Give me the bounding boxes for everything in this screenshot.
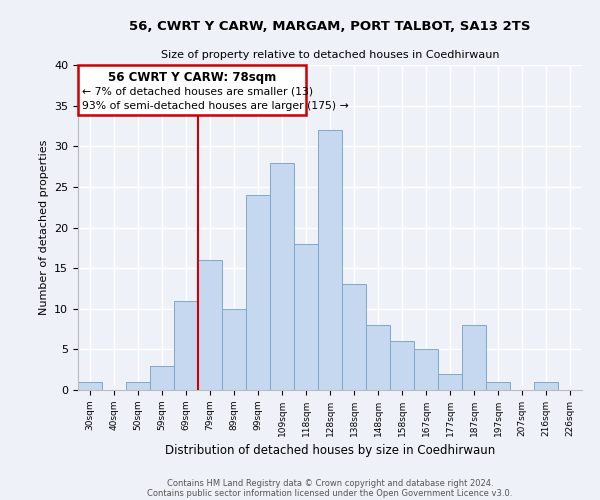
Bar (366, 325, 390, 390)
Bar (438, 374, 462, 390)
Bar (534, 382, 558, 390)
Bar (270, 162, 294, 390)
Text: 56 CWRT Y CARW: 78sqm: 56 CWRT Y CARW: 78sqm (108, 72, 276, 85)
Bar (294, 244, 318, 390)
Y-axis label: Number of detached properties: Number of detached properties (38, 140, 49, 315)
Bar (414, 350, 438, 390)
Bar (198, 260, 222, 390)
Text: Size of property relative to detached houses in Coedhirwaun: Size of property relative to detached ho… (161, 50, 499, 60)
Bar (462, 325, 486, 390)
Text: 56, CWRT Y CARW, MARGAM, PORT TALBOT, SA13 2TS: 56, CWRT Y CARW, MARGAM, PORT TALBOT, SA… (129, 20, 531, 33)
Text: Contains HM Land Registry data © Crown copyright and database right 2024.: Contains HM Land Registry data © Crown c… (167, 478, 493, 488)
Text: ← 7% of detached houses are smaller (13): ← 7% of detached houses are smaller (13) (82, 86, 313, 96)
Text: 93% of semi-detached houses are larger (175) →: 93% of semi-detached houses are larger (… (82, 101, 349, 111)
FancyBboxPatch shape (78, 65, 306, 116)
Bar (150, 366, 174, 390)
Bar (222, 308, 246, 390)
Bar (342, 284, 366, 390)
Bar (486, 382, 510, 390)
Bar (246, 195, 270, 390)
Bar (78, 382, 102, 390)
Bar (318, 130, 342, 390)
Bar (390, 341, 414, 390)
Text: Contains public sector information licensed under the Open Government Licence v3: Contains public sector information licen… (148, 488, 512, 498)
Bar (126, 382, 150, 390)
X-axis label: Distribution of detached houses by size in Coedhirwaun: Distribution of detached houses by size … (165, 444, 495, 458)
Bar (174, 300, 198, 390)
